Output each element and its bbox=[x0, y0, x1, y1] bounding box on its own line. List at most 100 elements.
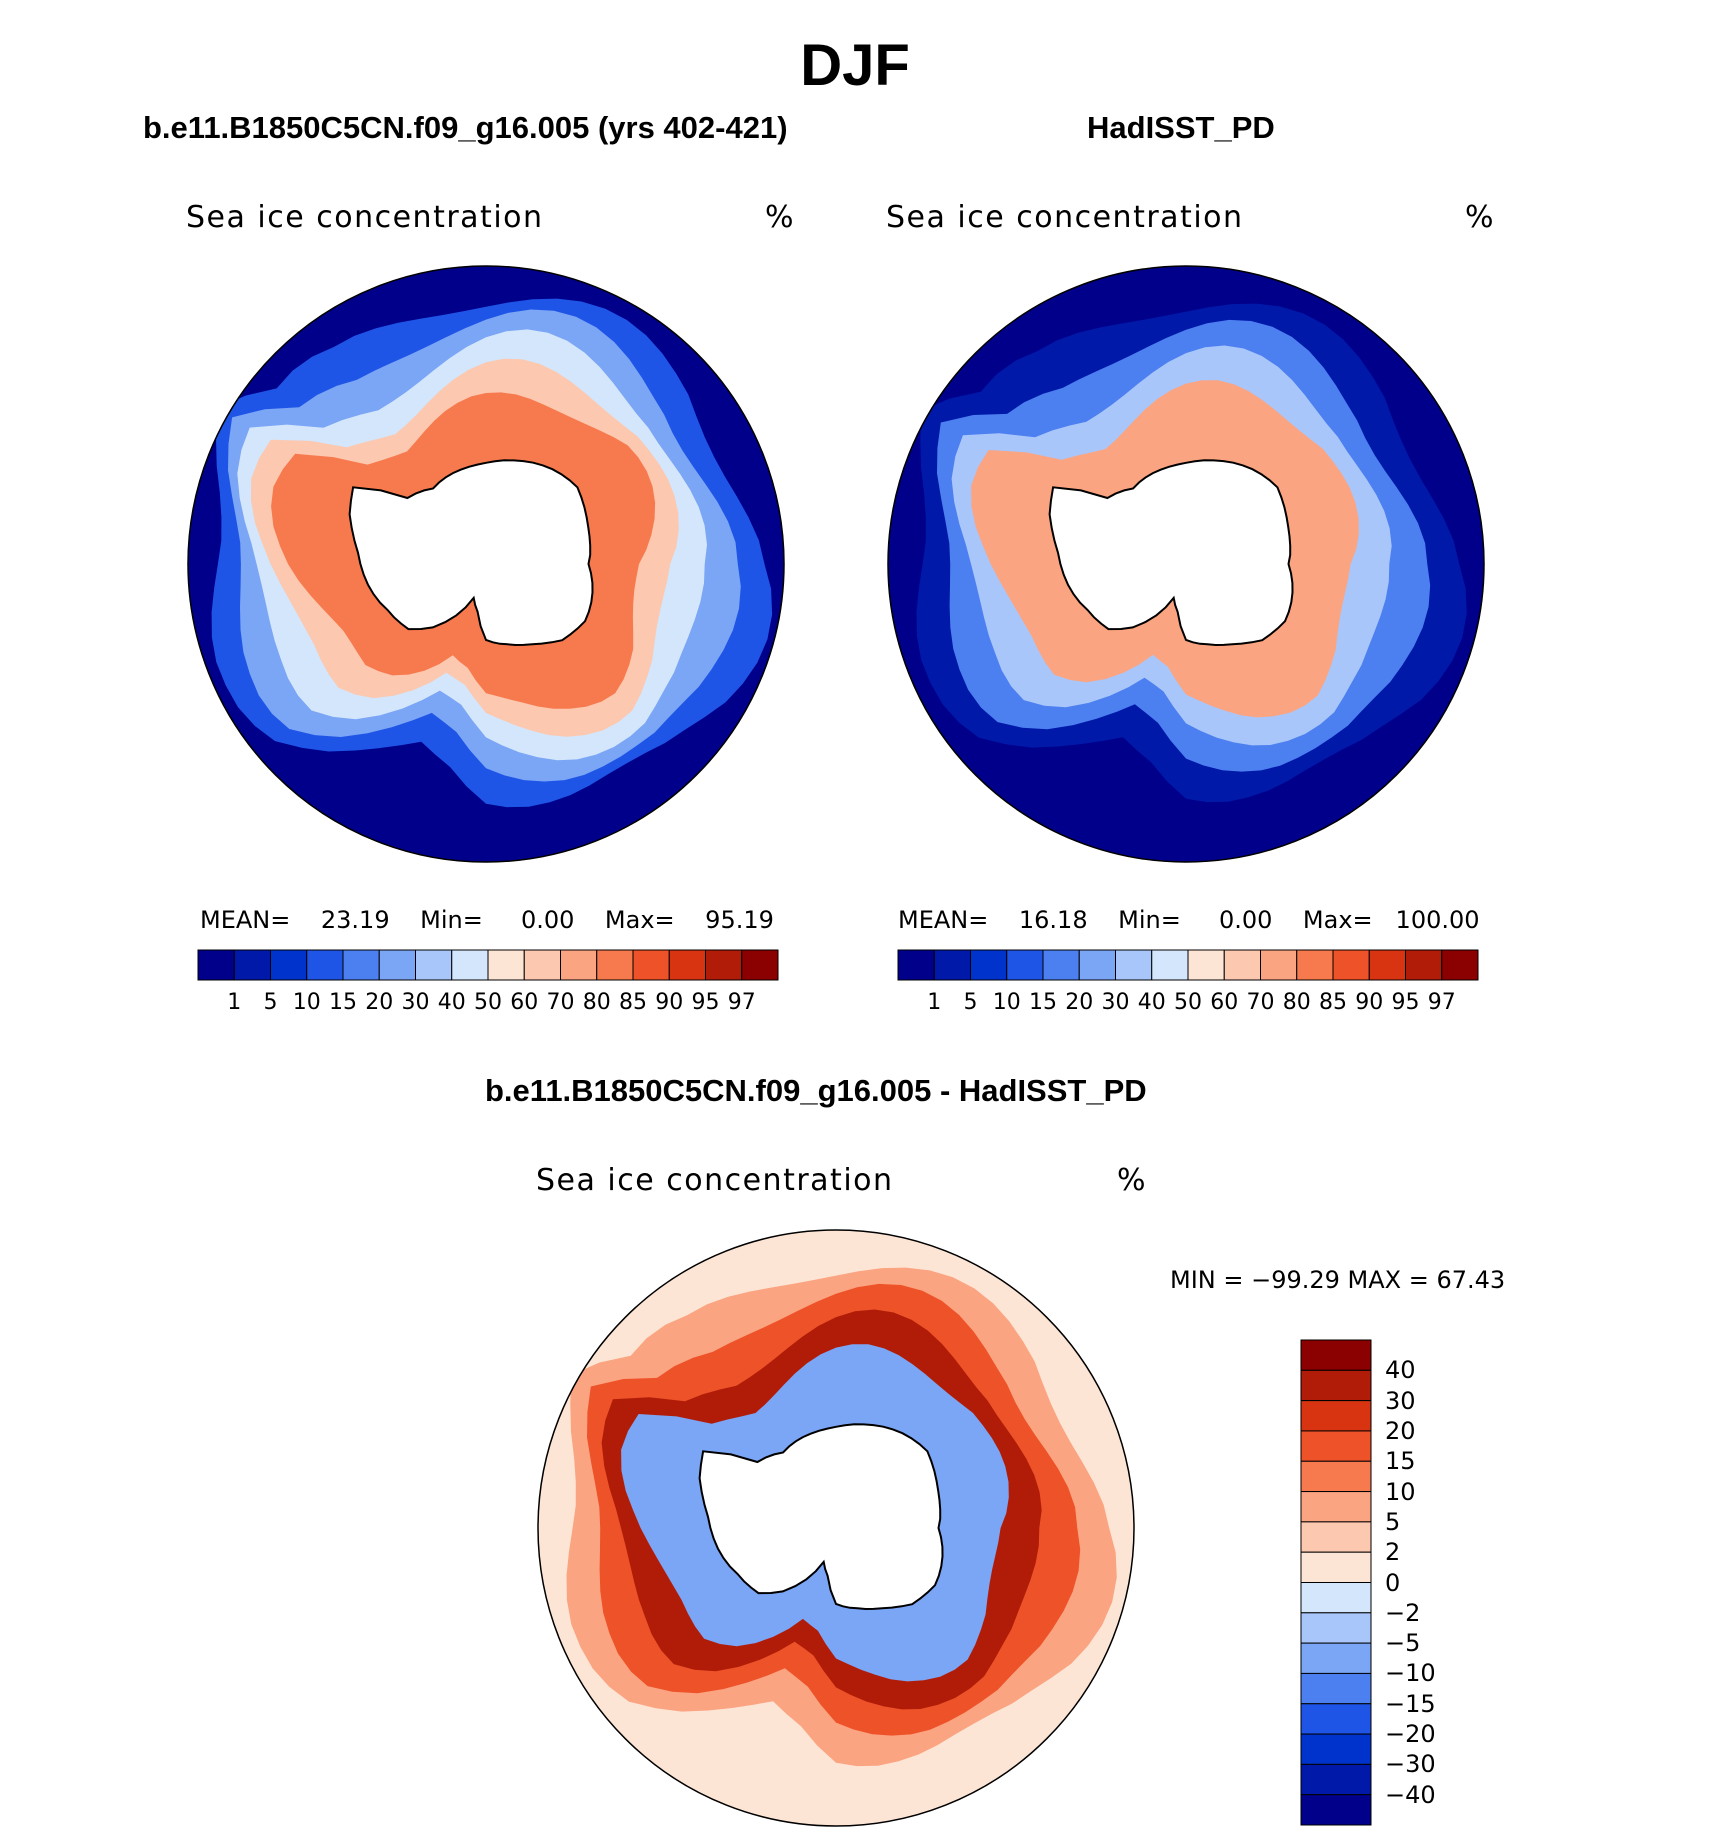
model-colorbar-box bbox=[705, 949, 743, 981]
diff-colorbar-box bbox=[1300, 1612, 1372, 1644]
diff-colorbar-box bbox=[1300, 1703, 1372, 1735]
model-colorbar-box bbox=[270, 949, 308, 981]
model-colorbar-box bbox=[596, 949, 634, 981]
model-colorbar-ticks: 1 5 10 15 20 30 40 50 60 70 80 85 90 95 97 bbox=[198, 990, 778, 1020]
model-colorbar-tick: 95 bbox=[691, 990, 720, 1015]
diff-colorbar-box bbox=[1300, 1369, 1372, 1402]
model-variable-label: Sea ice concentration bbox=[186, 200, 544, 235]
diff-colorbar-tick: 30 bbox=[1385, 1386, 1416, 1415]
obs-colorbar-box bbox=[1441, 949, 1479, 981]
model-antarctica-land bbox=[348, 459, 594, 647]
diff-stats: MIN = −99.29 MAX = 67.43 bbox=[1170, 1266, 1506, 1294]
diff-colorbar-tick: −20 bbox=[1385, 1720, 1436, 1749]
obs-colorbar-tick: 90 bbox=[1355, 990, 1384, 1015]
model-map-border bbox=[187, 265, 785, 863]
diff-panel-title: b.e11.B1850C5CN.f09_g16.005 - HadISST_PD bbox=[485, 1073, 1147, 1108]
obs-colorbar-tick: 10 bbox=[992, 990, 1021, 1015]
model-colorbar-tick: 10 bbox=[292, 990, 321, 1015]
obs-colorbar-box bbox=[1078, 949, 1116, 981]
obs-min-label: Min= bbox=[1118, 906, 1181, 934]
obs-colorbar-tick: 5 bbox=[963, 990, 978, 1015]
obs-colorbar-box bbox=[1260, 949, 1298, 981]
model-max-value: 95.19 bbox=[705, 906, 774, 934]
obs-colorbar-box bbox=[1042, 949, 1080, 981]
diff-colorbar-tick: −40 bbox=[1385, 1780, 1436, 1809]
obs-colorbar-box bbox=[1223, 949, 1261, 981]
obs-colorbar-box bbox=[1115, 949, 1153, 981]
obs-colorbar-box bbox=[1187, 949, 1225, 981]
diff-colorbar-tick: −30 bbox=[1385, 1750, 1436, 1779]
model-colorbar-tick: 60 bbox=[510, 990, 539, 1015]
obs-colorbar-box bbox=[1296, 949, 1334, 981]
model-colorbar-tick: 50 bbox=[474, 990, 502, 1015]
diff-colorbar-box bbox=[1300, 1491, 1372, 1523]
diff-units-label: % bbox=[1117, 1163, 1148, 1198]
diff-colorbar-box bbox=[1300, 1582, 1372, 1614]
obs-colorbar-tick: 1 bbox=[927, 990, 942, 1015]
obs-colorbar-box bbox=[1405, 949, 1443, 981]
diff-field bbox=[538, 1230, 1134, 1826]
diff-colorbar-tick: 2 bbox=[1385, 1538, 1401, 1567]
diff-antarctica-land bbox=[698, 1423, 944, 1611]
diff-colorbar-box bbox=[1300, 1400, 1372, 1432]
model-mean-label: MEAN= bbox=[200, 906, 291, 934]
obs-antarctica-land bbox=[1048, 459, 1294, 647]
diff-colorbar-tick: −5 bbox=[1385, 1629, 1421, 1658]
obs-colorbar-ticks: 1 5 10 15 20 30 40 50 60 70 80 85 90 95 97 bbox=[898, 990, 1478, 1020]
diff-colorbar-box bbox=[1300, 1339, 1372, 1371]
diff-variable-label: Sea ice concentration bbox=[536, 1163, 894, 1198]
model-panel-title: b.e11.B1850C5CN.f09_g16.005 (yrs 402-421… bbox=[143, 110, 788, 145]
obs-colorbar-tick: 20 bbox=[1065, 990, 1094, 1015]
model-colorbar-box bbox=[451, 949, 489, 981]
diff-colorbar-box bbox=[1300, 1430, 1372, 1462]
diff-colorbar-box bbox=[1300, 1521, 1372, 1553]
model-colorbar-box bbox=[668, 949, 706, 981]
diff-colorbar-ticks: 40 30 20 15 10 5 2 0 −2 −5 −10 −15 −20 −30 −40 bbox=[1385, 1340, 1485, 1825]
obs-colorbar-box bbox=[897, 949, 935, 981]
obs-field bbox=[888, 266, 1484, 862]
diff-colorbar-box bbox=[1300, 1763, 1372, 1796]
diff-colorbar-box bbox=[1300, 1672, 1372, 1705]
model-colorbar-box bbox=[487, 949, 525, 981]
model-colorbar-tick: 70 bbox=[546, 990, 575, 1015]
diff-colorbar-tick: −2 bbox=[1385, 1598, 1421, 1627]
diff-polar-map bbox=[537, 1229, 1135, 1827]
obs-colorbar-tick: 15 bbox=[1029, 990, 1057, 1015]
model-field bbox=[188, 266, 784, 862]
model-colorbar-tick: 30 bbox=[401, 990, 430, 1015]
model-colorbar-box bbox=[632, 949, 670, 981]
diff-colorbar-box bbox=[1300, 1794, 1372, 1826]
model-min-value: 0.00 bbox=[520, 906, 575, 934]
obs-colorbar-tick: 70 bbox=[1246, 990, 1275, 1015]
model-colorbar-box bbox=[378, 949, 416, 981]
obs-colorbar-box bbox=[1151, 949, 1189, 981]
obs-map-border bbox=[887, 265, 1485, 863]
model-colorbar-tick: 97 bbox=[727, 990, 756, 1015]
diff-colorbar-tick: −10 bbox=[1385, 1659, 1436, 1688]
model-units-label: % bbox=[765, 200, 796, 235]
obs-max-value: 100.00 bbox=[1395, 906, 1480, 934]
obs-colorbar-box bbox=[933, 949, 971, 981]
obs-panel-title: HadISST_PD bbox=[1087, 110, 1275, 145]
model-colorbar-box bbox=[415, 949, 453, 981]
obs-max-label: Max= bbox=[1302, 906, 1373, 934]
model-colorbar-box bbox=[233, 949, 271, 981]
obs-mean-value: 16.18 bbox=[1018, 906, 1088, 934]
model-mean-value: 23.19 bbox=[320, 906, 390, 934]
diff-colorbar-box bbox=[1300, 1460, 1372, 1493]
model-min-label: Min= bbox=[420, 906, 483, 934]
obs-colorbar-tick: 60 bbox=[1210, 990, 1239, 1015]
model-max-label: Max= bbox=[604, 906, 675, 934]
model-colorbar-tick: 20 bbox=[365, 990, 394, 1015]
diff-colorbar-tick: 5 bbox=[1385, 1507, 1401, 1536]
obs-variable-label: Sea ice concentration bbox=[886, 200, 1244, 235]
diff-colorbar bbox=[1300, 1339, 1372, 1826]
model-colorbar-tick: 40 bbox=[437, 990, 466, 1015]
diff-map-border bbox=[537, 1229, 1135, 1827]
model-colorbar-tick: 1 bbox=[227, 990, 242, 1015]
model-colorbar-tick: 5 bbox=[263, 990, 278, 1015]
model-colorbar-box bbox=[560, 949, 598, 981]
diff-colorbar-tick: 40 bbox=[1385, 1356, 1416, 1385]
model-colorbar-box bbox=[342, 949, 380, 981]
diff-colorbar-box bbox=[1300, 1733, 1372, 1765]
